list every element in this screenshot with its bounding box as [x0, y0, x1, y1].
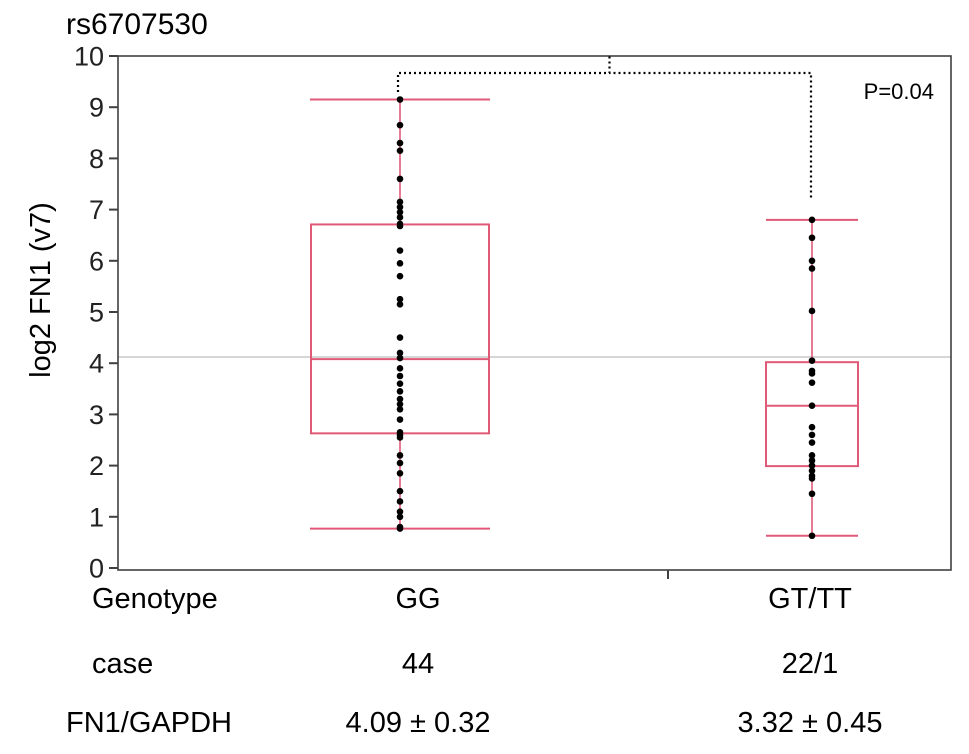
data-point-gg	[396, 260, 404, 267]
table-row-label-case: case	[92, 648, 154, 680]
data-point-gg	[396, 272, 404, 280]
data-point-gt-tt	[808, 452, 816, 459]
data-point-gg	[396, 365, 404, 372]
data-point-gg	[396, 147, 404, 155]
y-tick-label: 3	[89, 400, 104, 430]
plot-frame	[117, 55, 952, 571]
data-point-gg	[396, 487, 404, 495]
data-point-gg	[396, 96, 404, 103]
y-tick-label: 8	[89, 144, 104, 174]
significance-bracket	[396, 55, 813, 200]
data-point-gg	[396, 334, 404, 341]
chart-title: rs6707530	[66, 8, 208, 41]
data-point-gt-tt	[808, 475, 816, 482]
data-point-gt-tt	[808, 379, 816, 386]
table-row-label-fn1-gapdh: FN1/GAPDH	[66, 707, 232, 739]
y-tick-label: 10	[74, 42, 104, 72]
data-point-gg	[396, 349, 404, 357]
data-point-gg	[396, 139, 404, 147]
data-point-gg	[396, 513, 404, 521]
data-point-gg	[396, 203, 404, 211]
y-tick-label: 0	[89, 554, 104, 584]
data-point-gg	[396, 400, 404, 408]
table-cell-genotype-gt-tt: GT/TT	[768, 583, 852, 615]
y-tick-label: 5	[89, 298, 104, 328]
data-point-gg	[396, 354, 404, 362]
data-point-gt-tt	[808, 467, 816, 475]
data-point-gg	[396, 380, 404, 387]
data-point-gt-tt	[808, 357, 816, 364]
data-point-gt-tt	[808, 457, 816, 464]
table-cell-case-gg: 44	[401, 648, 435, 680]
data-point-gt-tt	[808, 257, 816, 265]
y-tick-label: 4	[89, 349, 104, 379]
data-point-gg	[396, 434, 404, 441]
box-gt-tt	[765, 361, 859, 468]
data-point-gg	[396, 416, 404, 423]
table-cell-case-gt-tt: 22/1	[781, 648, 839, 680]
data-point-gg	[396, 459, 404, 467]
data-point-gg	[396, 452, 404, 459]
data-point-gt-tt	[808, 462, 816, 469]
data-point-gt-tt	[808, 431, 816, 439]
data-point-gg	[396, 247, 404, 254]
y-tick-label: 2	[89, 451, 104, 481]
data-point-gt-tt	[808, 265, 816, 272]
data-point-gg	[396, 208, 404, 216]
data-point-gg	[396, 395, 404, 403]
data-point-gg	[396, 405, 404, 413]
table-row-label-genotype: Genotype	[92, 583, 218, 615]
y-tick-label: 7	[89, 195, 104, 225]
data-point-gt-tt	[808, 402, 816, 409]
data-point-gg	[396, 508, 404, 515]
data-point-gg	[396, 498, 404, 505]
table-cell-ratio-gg: 4.09 ± 0.32	[345, 707, 491, 739]
y-tick-label: 1	[89, 502, 104, 532]
y-tick-label: 9	[89, 93, 104, 123]
y-tick-label: 6	[89, 246, 104, 276]
data-point-gg	[396, 301, 404, 308]
data-point-gg	[396, 525, 404, 532]
data-point-gg	[396, 213, 404, 221]
data-point-gg	[396, 198, 404, 206]
table-cell-ratio-gt-tt: 3.32 ± 0.45	[737, 707, 883, 739]
data-point-gt-tt	[808, 216, 816, 224]
data-point-gt-tt	[808, 234, 816, 242]
data-point-gt-tt	[808, 307, 816, 315]
data-point-gg	[396, 388, 404, 395]
data-point-gt-tt	[808, 490, 816, 498]
data-point-gt-tt	[808, 439, 816, 446]
data-point-gg	[396, 222, 404, 230]
table-cell-genotype-gg: GG	[395, 583, 441, 615]
data-point-gg	[396, 121, 404, 129]
data-point-gg	[396, 295, 404, 303]
data-point-gt-tt	[808, 532, 816, 540]
data-point-gg	[396, 469, 404, 477]
p-value-annotation: P=0.04	[864, 79, 934, 104]
data-point-gg	[396, 175, 404, 183]
data-point-gt-tt	[808, 370, 816, 377]
y-axis-label: log2 FN1 (v7)	[25, 202, 57, 378]
data-point-gg	[396, 372, 404, 380]
data-point-gt-tt	[808, 423, 816, 431]
